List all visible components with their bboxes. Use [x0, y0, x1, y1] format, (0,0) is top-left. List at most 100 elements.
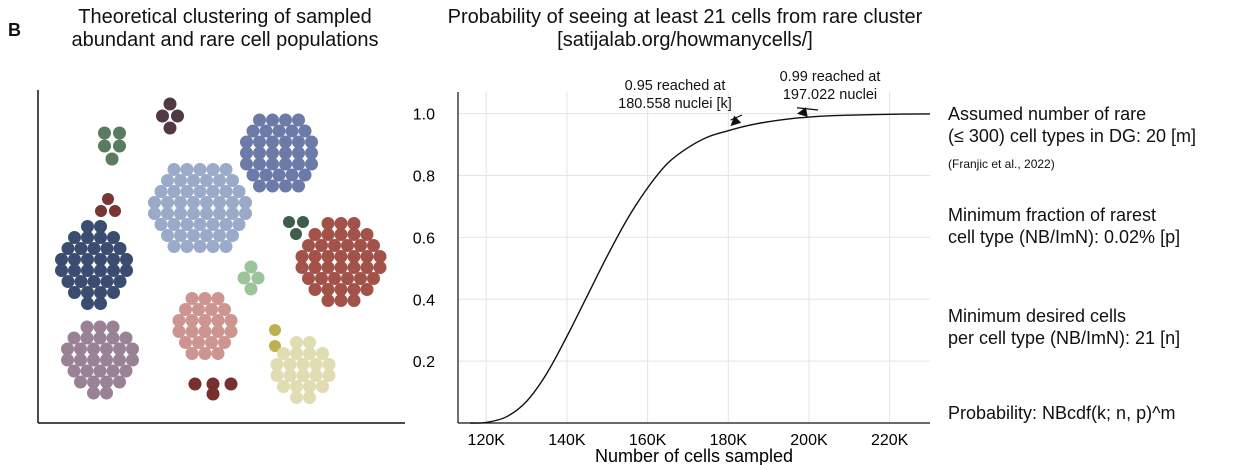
cell-dot: [224, 314, 238, 327]
cell-dot: [193, 185, 207, 198]
cell-dot: [308, 228, 322, 241]
cell-dot: [269, 340, 281, 352]
cell-dot: [224, 377, 238, 391]
cell-dot: [240, 157, 253, 171]
param-m-line1: Assumed number of rare: [948, 104, 1147, 124]
cell-dot: [161, 207, 174, 220]
cell-cluster: [240, 113, 318, 193]
cell-dot: [239, 196, 252, 209]
cell-dot: [211, 314, 225, 327]
cell-dot: [321, 217, 335, 230]
cell-dot: [211, 292, 225, 305]
cell-dot: [68, 286, 81, 299]
cell-dot: [367, 272, 380, 285]
cell-dot: [126, 342, 139, 356]
cell-dot: [74, 342, 87, 356]
cell-dot: [179, 303, 192, 316]
cell-dot: [302, 272, 315, 285]
cell-dot: [360, 228, 374, 241]
cell-dot: [253, 135, 266, 149]
cell-dot: [219, 240, 233, 253]
cell-dot: [74, 375, 87, 389]
cell-dot: [93, 320, 107, 334]
cell-dot: [74, 242, 88, 255]
grid: [458, 92, 930, 423]
cell-dot: [283, 358, 297, 371]
cell-dot: [206, 387, 220, 401]
cell-dot: [172, 314, 186, 327]
cell-dot: [279, 157, 292, 171]
cell-dot: [269, 324, 281, 336]
cell-dot: [193, 218, 207, 231]
cell-dot: [87, 386, 100, 400]
cell-dot: [347, 294, 361, 307]
cell-dot: [167, 218, 181, 231]
cell-dot: [305, 135, 318, 149]
cell-dot: [120, 253, 133, 266]
cell-dot: [213, 196, 226, 209]
cell-dot: [309, 369, 323, 382]
cell-dot: [61, 275, 75, 288]
series-line: [470, 113, 931, 424]
cell-dot: [316, 380, 329, 393]
x-tick-label: 120K: [468, 432, 506, 449]
cell-dot: [100, 353, 113, 367]
cell-dot: [347, 283, 361, 296]
cell-dot: [213, 229, 226, 242]
cell-dot: [167, 185, 181, 198]
annotation-095: 0.95 reached at 180.558 nuclei [k]: [590, 77, 760, 113]
cell-dot: [113, 342, 126, 356]
cell-dot: [67, 331, 81, 345]
cell-dot: [126, 353, 139, 367]
cell-dot: [180, 240, 194, 253]
cell-dot: [213, 174, 226, 187]
cell-dot: [219, 218, 233, 231]
param-p-line1: Minimum fraction of rarest: [948, 205, 1157, 225]
cell-dot: [259, 124, 273, 138]
y-tick-label: 0.6: [413, 230, 435, 247]
cell-cluster: [148, 163, 252, 253]
clusters: [55, 97, 387, 404]
cell-dot: [106, 331, 120, 345]
cell-dot: [94, 286, 107, 299]
cell-dot: [226, 207, 239, 220]
cell-dot: [109, 205, 121, 217]
cell-dot: [298, 168, 312, 182]
cell-dot: [292, 157, 305, 171]
cell-dot: [107, 286, 120, 299]
cell-dot: [334, 283, 348, 296]
cell-dot: [94, 264, 107, 277]
cell-dot: [373, 250, 387, 263]
cell-dot: [303, 380, 316, 393]
cell-dot: [277, 347, 290, 360]
left-panel-title: Theoretical clustering of sampled abunda…: [40, 6, 410, 52]
cell-dot: [167, 240, 181, 253]
cell-dot: [328, 272, 341, 285]
cell-dot: [193, 163, 207, 176]
cell-dot: [200, 207, 213, 220]
cell-cluster: [188, 377, 238, 401]
cell-dot: [360, 261, 374, 274]
cell-dot: [185, 292, 199, 305]
cell-dot: [98, 139, 111, 153]
cell-dot: [266, 179, 279, 193]
cell-cluster: [55, 220, 133, 310]
cell-dot: [174, 207, 187, 220]
citation: (Franjic et al., 2022): [948, 157, 1055, 171]
cell-dot: [360, 283, 374, 296]
cell-dot: [55, 264, 68, 277]
cell-dot: [87, 353, 100, 367]
cell-dot: [305, 146, 318, 160]
cell-dot: [113, 242, 127, 255]
cell-dot: [93, 331, 107, 345]
cell-dot: [246, 124, 260, 138]
cell-dot: [308, 250, 322, 263]
cell-dot: [360, 250, 374, 263]
cell-dot: [303, 336, 316, 349]
cell-dot: [341, 272, 354, 285]
cell-dot: [113, 126, 126, 140]
cell-cluster: [269, 324, 281, 352]
cell-dot: [113, 353, 126, 367]
cell-dot: [224, 325, 238, 338]
cell-dot: [367, 239, 380, 252]
